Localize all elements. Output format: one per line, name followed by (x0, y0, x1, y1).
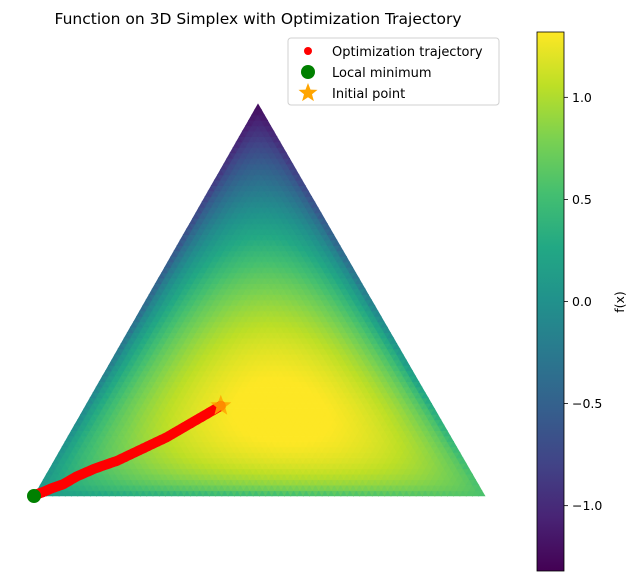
heatmap-cell (452, 446, 461, 453)
heatmap-cell (468, 473, 477, 481)
simplex-heatmap (33, 103, 486, 497)
chart-title: Function on 3D Simplex with Optimization… (55, 10, 462, 28)
heatmap-cell (456, 451, 464, 459)
heatmap-cell (475, 484, 483, 491)
heatmap-cell (459, 457, 467, 464)
heatmap-cell (478, 490, 486, 497)
heatmap-cell (462, 462, 470, 470)
heatmap-cell (449, 440, 458, 448)
heatmap-cell (446, 435, 455, 442)
heatmap-cell (471, 479, 480, 486)
heatmap-cell (465, 468, 473, 475)
